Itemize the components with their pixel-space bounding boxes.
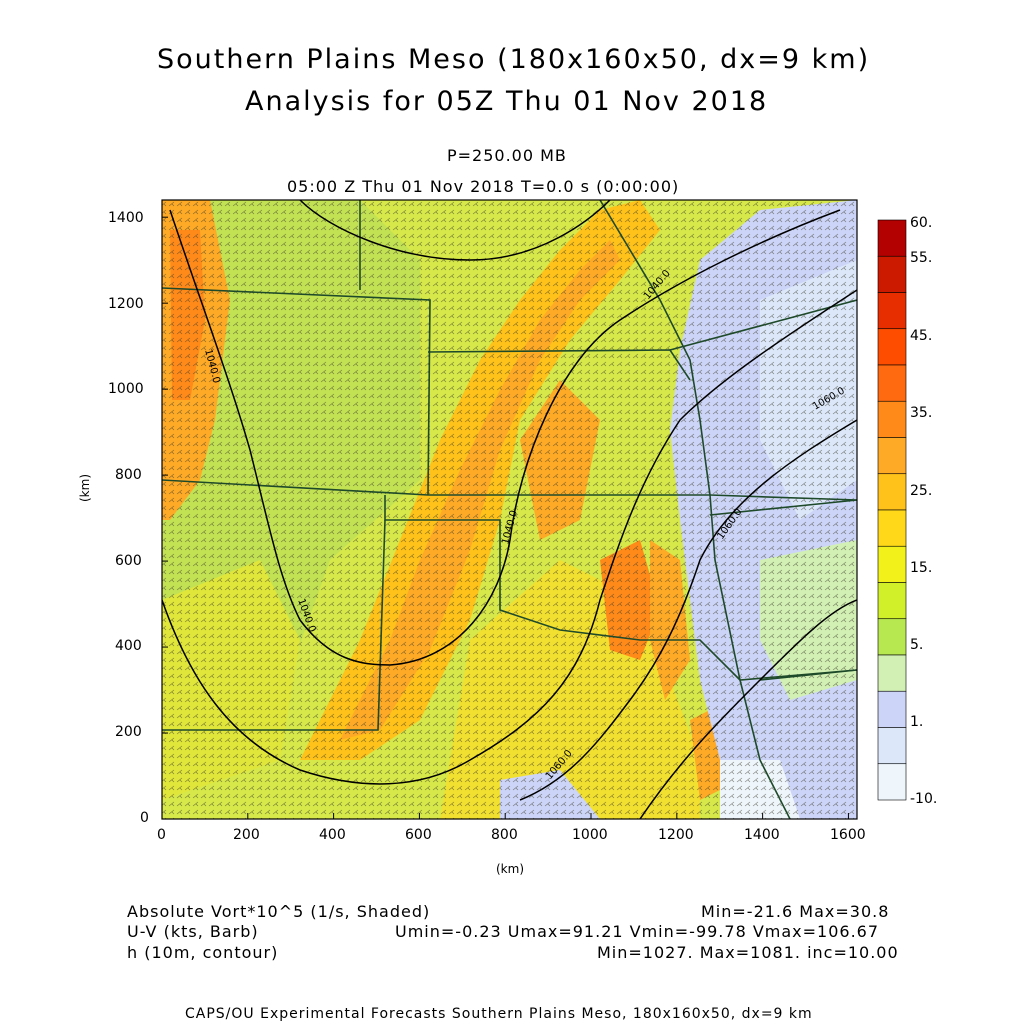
- y-tick-label: 1000: [108, 381, 144, 397]
- colorbar-swatch: [877, 219, 907, 257]
- colorbar-label: 15.: [910, 560, 933, 576]
- vorticity-shading: [162, 200, 857, 819]
- colorbar-swatch: [877, 545, 907, 583]
- colorbar-label: 25.: [910, 483, 933, 499]
- legend-stats-wind: Umin=-0.23 Umax=91.21 Vmin=-99.78 Vmax=1…: [395, 922, 880, 941]
- pressure-level: P=250.00 MB: [447, 146, 567, 165]
- y-tick-label: 800: [115, 467, 142, 483]
- axis-ticks: [161, 216, 849, 820]
- y-tick-label: 200: [115, 724, 142, 740]
- y-axis-label: (km): [78, 473, 92, 502]
- colorbar-swatch: [877, 654, 907, 692]
- colorbar-swatch: [877, 727, 907, 765]
- legend-stats-height: Min=1027. Max=1081. inc=10.00: [597, 943, 899, 962]
- colorbar-label: 60.: [910, 215, 933, 231]
- x-tick-label: 600: [405, 827, 432, 843]
- colorbar-label: 45.: [910, 328, 933, 344]
- x-tick-label: 1200: [658, 827, 694, 843]
- x-axis-label: (km): [496, 862, 525, 876]
- y-tick-label: 1200: [108, 296, 144, 312]
- legend-field-wind: U-V (kts, Barb): [127, 922, 259, 941]
- colorbar-swatch: [877, 509, 907, 547]
- plot-frame: [161, 199, 858, 820]
- y-tick-label: 0: [140, 810, 149, 826]
- map-title-line1: Southern Plains Meso (180x160x50, dx=9 k…: [157, 44, 871, 75]
- x-tick-label: 1400: [744, 827, 780, 843]
- colorbar-label: 35.: [910, 405, 933, 421]
- colorbar-swatch: [877, 473, 907, 511]
- x-tick-label: 400: [319, 827, 346, 843]
- y-tick-label: 400: [115, 638, 142, 654]
- colorbar-label: -10.: [910, 791, 938, 807]
- colorbar-swatch: [877, 255, 907, 293]
- colorbar-swatch: [877, 364, 907, 402]
- legend-stats-vorticity: Min=-21.6 Max=30.8: [701, 902, 890, 921]
- height-contours: [162, 200, 857, 819]
- credit-line: CAPS/OU Experimental Forecasts Southern …: [185, 1006, 813, 1022]
- y-tick-label: 1400: [108, 210, 144, 226]
- x-tick-label: 1000: [572, 827, 608, 843]
- colorbar-swatch: [877, 400, 907, 438]
- legend-field-height: h (10m, contour): [127, 943, 279, 962]
- colorbar: [877, 219, 907, 801]
- colorbar-swatch: [877, 618, 907, 656]
- legend-field-vorticity: Absolute Vort*10^5 (1/s, Shaded): [127, 902, 431, 921]
- colorbar-swatch: [877, 328, 907, 366]
- map-title-line2: Analysis for 05Z Thu 01 Nov 2018: [245, 86, 769, 117]
- x-tick-label: 1600: [830, 827, 866, 843]
- colorbar-label: 55.: [910, 250, 933, 266]
- x-tick-label: 800: [491, 827, 518, 843]
- x-tick-label: 200: [233, 827, 260, 843]
- colorbar-label: 1.: [910, 714, 924, 730]
- valid-time: 05:00 Z Thu 01 Nov 2018 T=0.0 s (0:00:00…: [287, 177, 680, 196]
- colorbar-swatch: [877, 437, 907, 475]
- colorbar-swatch: [877, 292, 907, 330]
- colorbar-label: 5.: [910, 637, 924, 653]
- y-tick-label: 600: [115, 553, 142, 569]
- colorbar-swatch: [877, 763, 907, 801]
- state-boundaries: [162, 200, 857, 819]
- x-tick-label: 0: [157, 827, 166, 843]
- colorbar-swatch: [877, 690, 907, 728]
- colorbar-swatch: [877, 582, 907, 620]
